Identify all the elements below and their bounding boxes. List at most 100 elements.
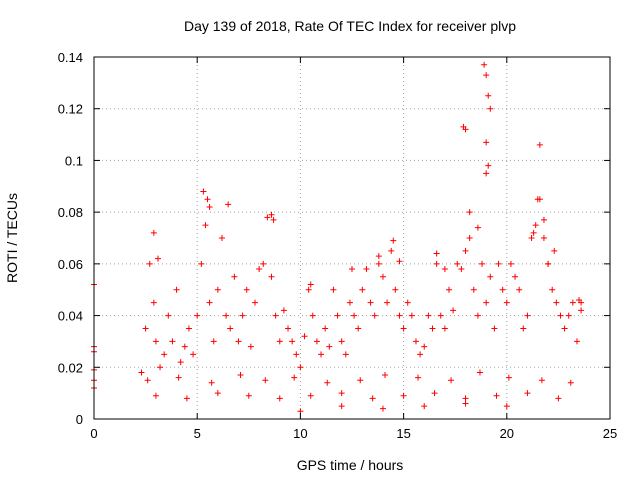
data-point-0-60: [359, 286, 366, 293]
grid-lines: [94, 57, 610, 419]
data-point-0-141: [534, 196, 541, 203]
data-point-0-137: [483, 139, 490, 146]
data-point-0-88: [474, 312, 481, 319]
data-point-0-97: [512, 273, 519, 280]
data-point-0-7: [142, 325, 149, 332]
data-point-0-74: [417, 351, 424, 358]
y-tick-label-3: 0.06: [58, 257, 83, 272]
data-point-0-58: [351, 312, 358, 319]
data-point-0-71: [404, 299, 411, 306]
data-point-0-134: [483, 72, 490, 79]
data-point-0-43: [289, 338, 296, 345]
data-point-0-28: [227, 325, 234, 332]
data-point-0-118: [206, 203, 213, 210]
data-point-0-108: [557, 312, 564, 319]
data-point-0-78: [433, 260, 440, 267]
data-point-0-89: [479, 260, 486, 267]
data-point-0-53: [330, 286, 337, 293]
data-point-0-179: [379, 405, 386, 412]
data-point-0-82: [450, 307, 457, 314]
y-tick-label-0: 0: [76, 412, 83, 427]
data-point-0-61: [363, 266, 370, 273]
data-point-0-8: [146, 260, 153, 267]
data-point-0-48: [309, 312, 316, 319]
data-point-0-79: [437, 312, 444, 319]
x-tick-label-3: 15: [396, 426, 410, 441]
y-axis-label: ROTI / TECUs: [4, 193, 20, 283]
data-point-0-15: [173, 286, 180, 293]
y-tick-label-2: 0.04: [58, 309, 83, 324]
data-point-0-64: [375, 260, 382, 267]
data-point-0-168: [324, 379, 331, 386]
data-point-0-171: [415, 374, 422, 381]
data-point-0-10: [152, 338, 159, 345]
data-point-0-41: [280, 307, 287, 314]
data-point-0-19: [190, 351, 197, 358]
data-point-0-158: [462, 395, 469, 402]
data-point-0-121: [270, 216, 277, 223]
data-point-0-62: [367, 299, 374, 306]
data-point-0-66: [384, 299, 391, 306]
data-point-0-80: [441, 325, 448, 332]
data-point-0-119: [225, 201, 232, 208]
data-point-0-76: [425, 312, 432, 319]
data-point-0-176: [567, 379, 574, 386]
data-point-0-160: [524, 390, 531, 397]
data-point-0-38: [268, 273, 275, 280]
data-point-0-84: [458, 266, 465, 273]
data-point-0-153: [307, 392, 314, 399]
data-point-0-36: [260, 260, 267, 267]
data-point-0-148: [152, 392, 159, 399]
data-point-0-96: [507, 260, 514, 267]
data-point-0-67: [388, 247, 395, 254]
data-point-0-122: [307, 281, 314, 288]
data-point-0-52: [326, 343, 333, 350]
data-point-0-91: [487, 273, 494, 280]
data-point-0-111: [569, 299, 576, 306]
data-point-0-172: [448, 377, 455, 384]
data-point-0-83: [454, 260, 461, 267]
data-point-0-115: [154, 255, 161, 262]
data-point-0-127: [433, 250, 440, 257]
data-point-0-117: [204, 196, 211, 203]
data-point-0-23: [206, 299, 213, 306]
data-point-0-175: [538, 377, 545, 384]
data-point-0-51: [322, 325, 329, 332]
data-point-0-72: [408, 312, 415, 319]
data-point-0-138: [485, 162, 492, 169]
data-point-0-161: [555, 395, 562, 402]
data-point-0-155: [369, 395, 376, 402]
data-point-0-131: [466, 209, 473, 216]
data-point-0-92: [491, 325, 498, 332]
data-point-0-156: [400, 392, 407, 399]
data-point-0-162: [144, 377, 151, 384]
data-point-0-31: [239, 312, 246, 319]
data-point-0-55: [338, 338, 345, 345]
data-point-0-180: [421, 403, 428, 410]
data-point-0-47: [305, 286, 312, 293]
data-point-0-29: [231, 273, 238, 280]
data-point-0-14: [169, 338, 176, 345]
data-point-0-63: [371, 312, 378, 319]
data-point-0-159: [493, 392, 500, 399]
data-point-0-6: [138, 369, 145, 376]
data-point-0-22: [202, 222, 209, 229]
data-point-0-169: [357, 377, 364, 384]
data-point-0-11: [157, 364, 164, 371]
data-point-0-81: [446, 286, 453, 293]
data-point-0-65: [379, 273, 386, 280]
data-point-0-109: [561, 325, 568, 332]
data-point-0-132: [474, 224, 481, 231]
data-point-0-34: [251, 299, 258, 306]
data-point-0-26: [218, 235, 225, 241]
data-point-0-139: [483, 170, 490, 177]
x-tick-label-4: 20: [500, 426, 514, 441]
data-point-0-151: [245, 392, 252, 399]
data-point-0-126: [396, 258, 403, 265]
y-tick-label-5: 0.1: [65, 153, 83, 168]
x-tick-label-0: 0: [90, 426, 97, 441]
data-point-0-178: [338, 403, 345, 410]
data-point-0-125: [390, 237, 397, 244]
data-point-0-174: [505, 374, 512, 381]
